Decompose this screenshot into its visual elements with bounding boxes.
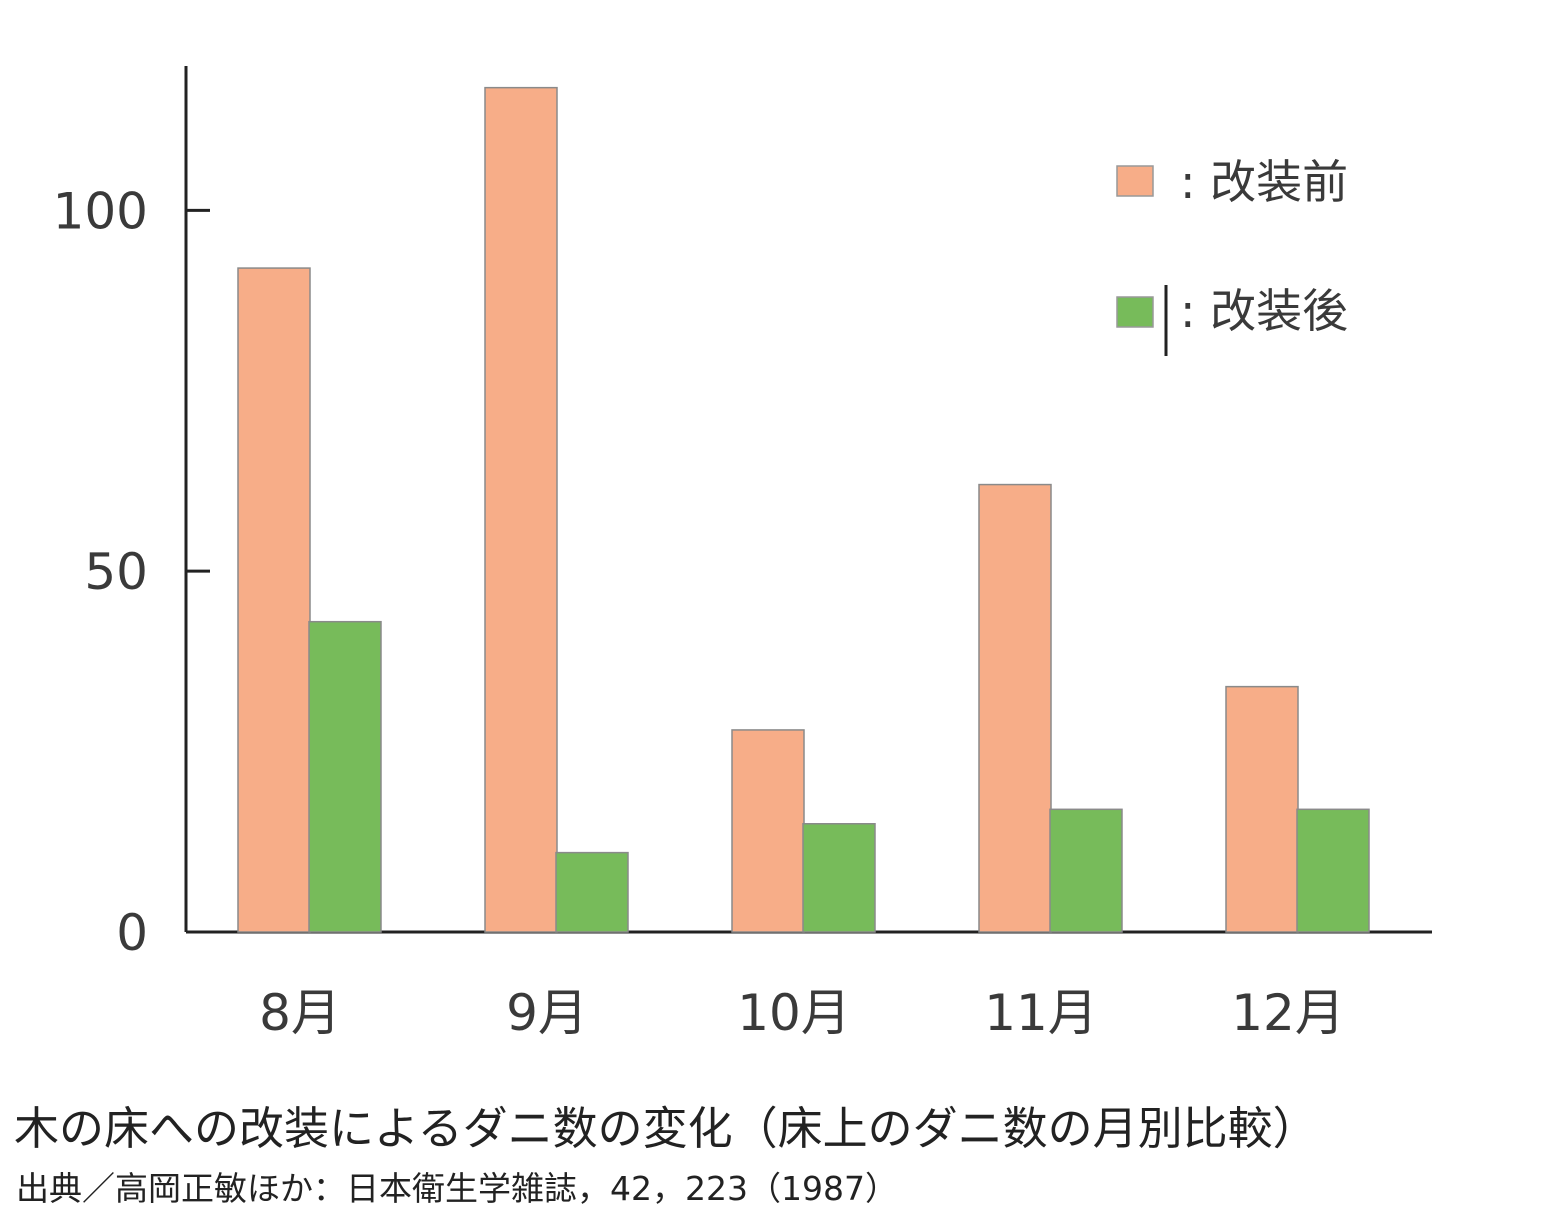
bar-after-5	[1296, 808, 1370, 933]
x-tick-labels: 8月 9月 10月 11月 12月	[259, 984, 1345, 1042]
y-tick-label: 0	[116, 904, 148, 962]
bar-before-2	[484, 86, 558, 933]
bar-before-1	[237, 267, 311, 933]
x-tick-label: 9月	[506, 984, 588, 1042]
bar-after-1	[308, 620, 382, 933]
legend: : 改装前 : 改装後	[1116, 155, 1348, 356]
x-tick-label: 10月	[737, 984, 851, 1042]
bar-chart: 0 50 100 8月 9月 10月 11月 12月 : 改装前 : 改装後	[53, 66, 1432, 1042]
x-tick-label: 8月	[259, 984, 341, 1042]
bar-after-2	[555, 851, 629, 933]
y-ticks: 0 50 100	[53, 182, 210, 962]
y-tick-label: 50	[84, 543, 148, 601]
chart-title: 木の床への改装によるダニ数の変化（床上のダニ数の月別比較）	[14, 1102, 1318, 1155]
legend-swatch-before	[1116, 165, 1154, 197]
bar-after-3	[802, 823, 876, 933]
x-tick-label: 11月	[984, 984, 1098, 1042]
legend-swatch-after	[1116, 296, 1154, 328]
bar-before-4	[978, 483, 1052, 933]
legend-label-after: : 改装後	[1180, 284, 1348, 338]
legend-label-before: : 改装前	[1180, 155, 1348, 209]
bar-before-5	[1225, 685, 1299, 933]
y-tick-label: 100	[53, 182, 148, 240]
bars	[237, 86, 1370, 933]
source-citation: 出典／高岡正敏ほか：日本衛生学雑誌，42，223（1987）	[16, 1169, 898, 1208]
x-tick-label: 12月	[1231, 984, 1345, 1042]
bar-before-3	[731, 729, 805, 933]
bar-after-4	[1049, 808, 1123, 933]
